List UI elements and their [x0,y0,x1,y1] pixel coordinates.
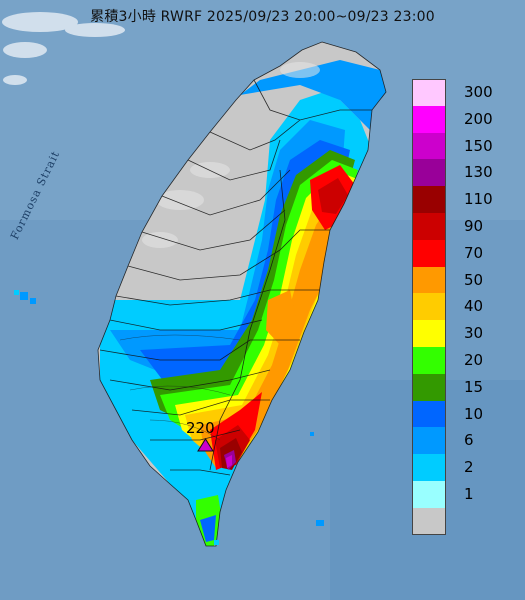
legend-tick-label: 40 [464,297,484,316]
legend-swatch [412,320,446,348]
legend-tick-label: 90 [464,217,484,235]
legend-tick-label: 300 [464,83,493,101]
legend-swatch [412,400,446,428]
legend-tick-label: 110 [464,190,493,209]
legend-tick-label: 6 [464,431,474,450]
legend-swatch [412,186,446,214]
map-title: 累積3小時 RWRF 2025/09/23 20:00~09/23 23:00 [90,9,435,25]
legend-tick-label: 2 [464,458,474,477]
legend-swatch [412,454,446,482]
legend-swatch [412,159,446,187]
peak-rainfall-label: 220 [186,419,215,437]
legend-swatch [412,266,446,294]
legend-swatch [412,239,446,268]
triangle-marker-icon [197,438,214,452]
legend-tick-label: 30 [464,324,484,343]
legend-swatch [412,507,446,536]
legend-frame [412,79,446,535]
legend-swatch [412,373,446,402]
legend-tick-label: 50 [464,270,484,289]
legend-tick-label: 15 [464,377,484,396]
legend-tick-label: 200 [464,109,493,128]
legend-swatch [412,427,446,455]
legend-swatch [412,481,446,509]
legend-swatch [412,293,446,321]
legend-tick-label: 70 [464,243,484,262]
legend-tick-label: 130 [464,163,493,182]
legend-swatch [412,105,446,134]
legend-swatch [412,347,446,375]
legend-tick-label: 1 [464,485,474,503]
legend-swatch [412,79,446,107]
legend-tick-label: 150 [464,136,493,155]
legend-tick-label: 10 [464,404,484,423]
legend-swatch [412,213,446,241]
legend-tick-label: 20 [464,351,484,369]
legend-swatch [412,132,446,160]
